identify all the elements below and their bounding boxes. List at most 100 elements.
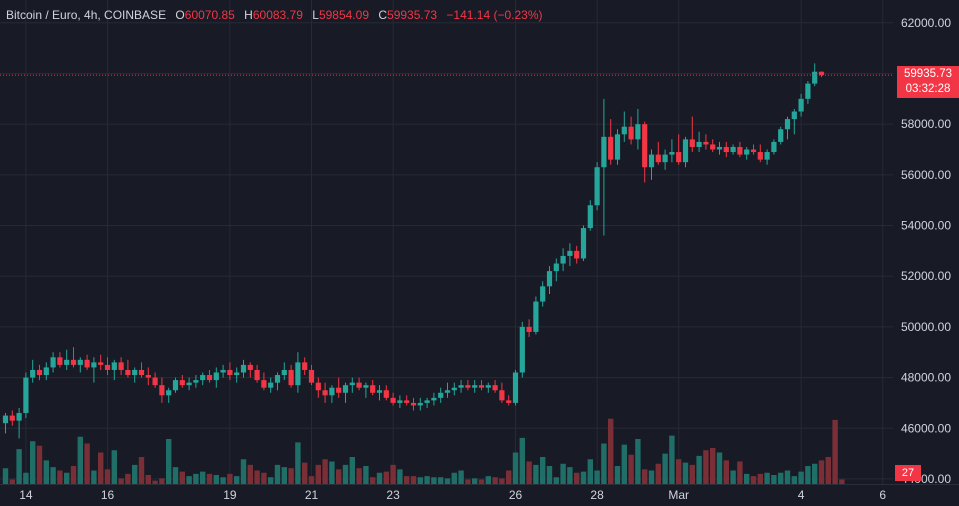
candle xyxy=(812,63,818,87)
candle-body xyxy=(274,375,281,383)
volume-bar xyxy=(302,462,308,484)
change-value: −141.14 (−0.23%) xyxy=(446,8,543,22)
symbol-title[interactable]: Bitcoin / Euro, 4h, COINBASE xyxy=(6,8,167,22)
candle-body xyxy=(397,400,403,403)
candle xyxy=(288,364,294,388)
candle xyxy=(519,321,525,378)
candle xyxy=(723,141,729,158)
candle xyxy=(186,377,192,391)
candle xyxy=(104,357,111,376)
low-label: L xyxy=(312,8,319,22)
candle-body xyxy=(492,385,498,391)
candle xyxy=(506,395,512,406)
candle-body xyxy=(771,141,777,153)
x-tick-label: 19 xyxy=(223,488,237,502)
candle xyxy=(281,362,287,381)
candle xyxy=(546,266,553,294)
volume-bar xyxy=(172,467,179,484)
candle xyxy=(689,116,695,153)
candle-body xyxy=(261,380,267,388)
candle xyxy=(662,149,668,170)
volume-bar xyxy=(410,476,417,484)
volume-bar xyxy=(499,478,505,484)
candle-body xyxy=(744,149,750,155)
volume-bar xyxy=(213,475,219,484)
candle xyxy=(757,144,763,163)
candle xyxy=(2,413,9,434)
candle-body xyxy=(737,146,743,155)
volume-bar xyxy=(152,480,158,484)
volume-bar xyxy=(342,464,349,484)
candle xyxy=(268,377,274,393)
candle-body xyxy=(614,134,621,160)
volume-bar xyxy=(546,466,553,484)
x-tick-label: 6 xyxy=(879,488,886,502)
volume-bar xyxy=(23,472,29,484)
close-label: C xyxy=(378,8,388,22)
candle xyxy=(655,141,661,165)
candle xyxy=(16,407,22,439)
volume-bar xyxy=(424,476,430,484)
volume-bar xyxy=(417,477,423,484)
volume-bar xyxy=(601,443,607,484)
candle-body xyxy=(193,380,199,383)
y-tick-label: 58000.00 xyxy=(901,117,951,131)
volume-bar xyxy=(132,464,138,484)
candle xyxy=(750,144,757,155)
candle-body xyxy=(424,400,430,403)
volume-bar xyxy=(676,459,682,484)
candle-body xyxy=(268,382,274,388)
volume-bar xyxy=(655,463,661,484)
candle xyxy=(118,357,124,376)
candle-body xyxy=(818,71,825,76)
candle xyxy=(485,382,491,393)
candle-body xyxy=(16,413,22,421)
bar-countdown: 03:32:28 xyxy=(905,83,951,95)
candle xyxy=(315,377,321,398)
candle xyxy=(9,410,15,426)
candle xyxy=(404,395,410,406)
candle-body xyxy=(485,385,491,388)
candle xyxy=(138,362,145,378)
high-label: H xyxy=(244,8,253,22)
volume-bar xyxy=(553,477,559,484)
volume-bar xyxy=(376,472,383,484)
y-tick-label: 52000.00 xyxy=(901,269,951,283)
candle-body xyxy=(805,83,811,99)
volume-bar xyxy=(111,450,117,484)
candle-body xyxy=(200,375,206,381)
candle xyxy=(254,364,260,383)
candle-body xyxy=(336,387,342,393)
candle-body xyxy=(57,357,63,365)
candle-body xyxy=(342,385,349,393)
volume-bar xyxy=(512,452,519,484)
candle xyxy=(206,369,213,383)
candle-body xyxy=(812,71,818,84)
candle xyxy=(587,200,593,231)
volume-bar xyxy=(322,459,328,484)
candle-body xyxy=(152,377,158,386)
volume-bar xyxy=(315,464,321,484)
volume-bar xyxy=(757,473,763,484)
candle-body xyxy=(43,367,49,376)
volume-bar xyxy=(166,439,172,484)
candle-body xyxy=(451,387,457,391)
candle-body xyxy=(363,385,369,388)
candle xyxy=(36,364,43,381)
volume-bar xyxy=(526,461,532,484)
candle-body xyxy=(553,263,559,272)
volume-bar xyxy=(186,476,192,484)
candle-body xyxy=(458,385,464,388)
volume-bar xyxy=(247,464,253,484)
candle-body xyxy=(757,152,763,160)
volume-bar xyxy=(614,466,621,484)
candle-body xyxy=(315,382,321,391)
candle xyxy=(574,245,580,264)
volume-bar xyxy=(730,470,736,484)
candle xyxy=(349,377,355,393)
candle xyxy=(533,296,539,335)
candle xyxy=(383,385,389,401)
candle-body xyxy=(404,400,410,403)
time-axis[interactable]: 14 16 19 21 23 26 28 Mar 4 6 xyxy=(19,488,886,502)
